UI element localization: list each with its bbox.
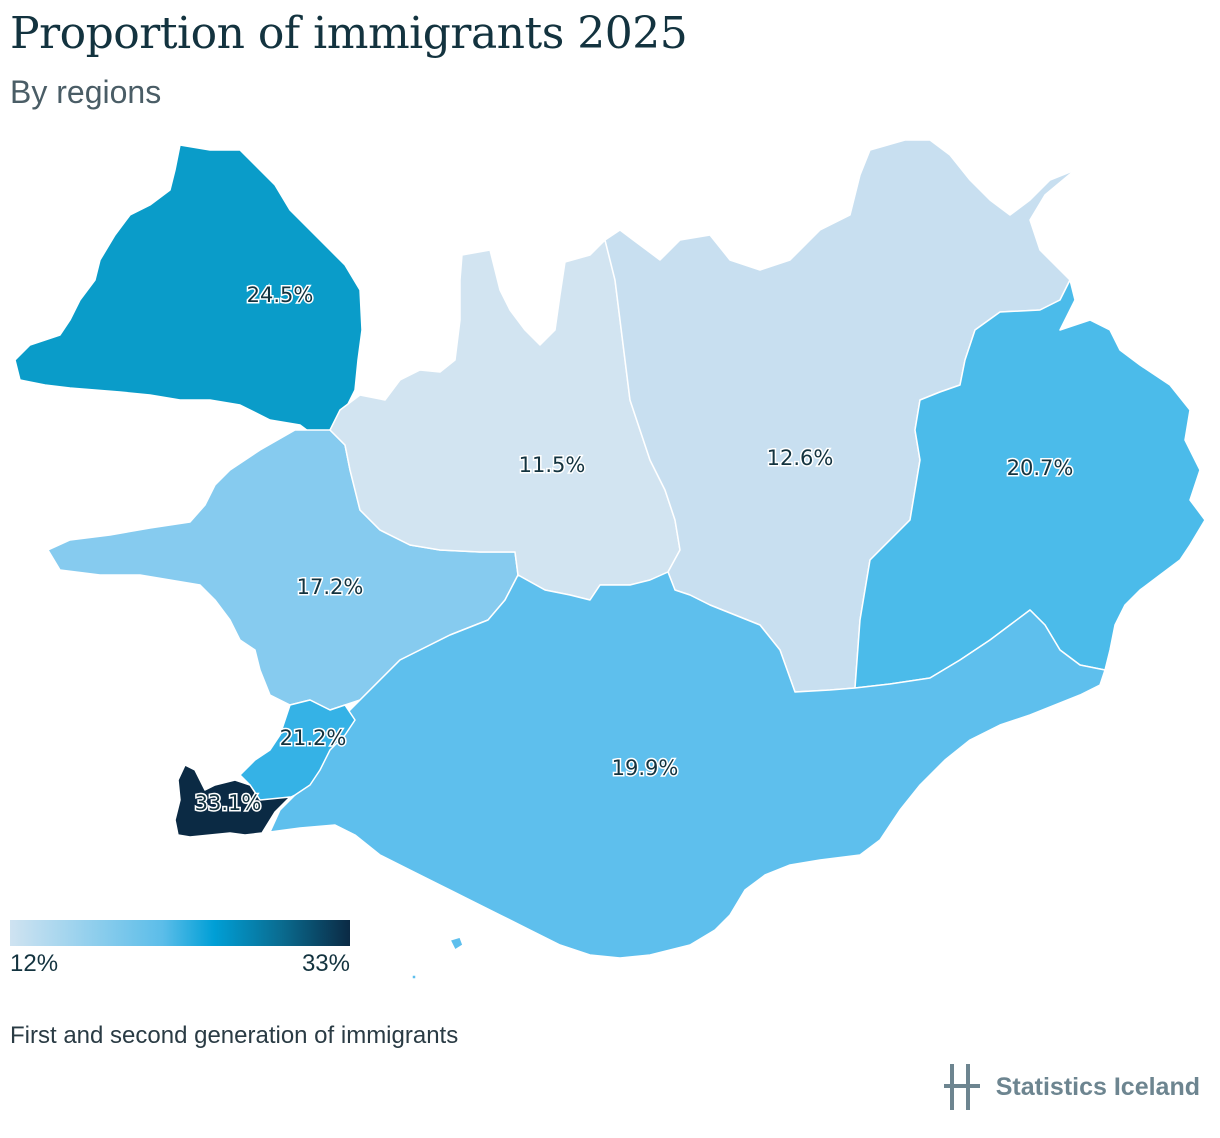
label-southern-peninsula: 33.1% — [195, 791, 262, 815]
brand[interactable]: Statistics Iceland — [942, 1062, 1200, 1112]
legend-min-label: 12% — [10, 950, 59, 977]
label-northeast: 12.6% — [767, 446, 834, 470]
statistics-iceland-logo-icon — [943, 1064, 980, 1110]
iceland-map: 24.5% 11.5% 12.6% 20.7% 17.2% 19.9% 21.2… — [14, 139, 1206, 980]
label-northwest: 11.5% — [519, 453, 586, 477]
region-southern-peninsula[interactable] — [174, 764, 291, 838]
region-westfjords[interactable] — [14, 144, 363, 441]
label-westfjords: 24.5% — [247, 283, 314, 307]
island-westman — [449, 936, 464, 951]
label-south: 19.9% — [612, 756, 679, 780]
legend-gradient-bar — [10, 920, 350, 946]
chart-subtitle: By regions — [10, 74, 162, 110]
label-capital: 21.2% — [280, 726, 347, 750]
footnote: First and second generation of immigrant… — [10, 1022, 459, 1049]
region-capital[interactable] — [239, 699, 356, 806]
label-west: 17.2% — [297, 575, 364, 599]
chart-title: Proportion of immigrants 2025 — [10, 8, 688, 59]
region-south[interactable] — [269, 571, 1106, 959]
legend-max-label: 33% — [301, 950, 350, 977]
color-legend: 12% 33% — [10, 920, 350, 977]
brand-name: Statistics Iceland — [995, 1072, 1200, 1101]
island-vestmannaeyjar-small — [411, 974, 417, 980]
label-east: 20.7% — [1007, 456, 1074, 480]
